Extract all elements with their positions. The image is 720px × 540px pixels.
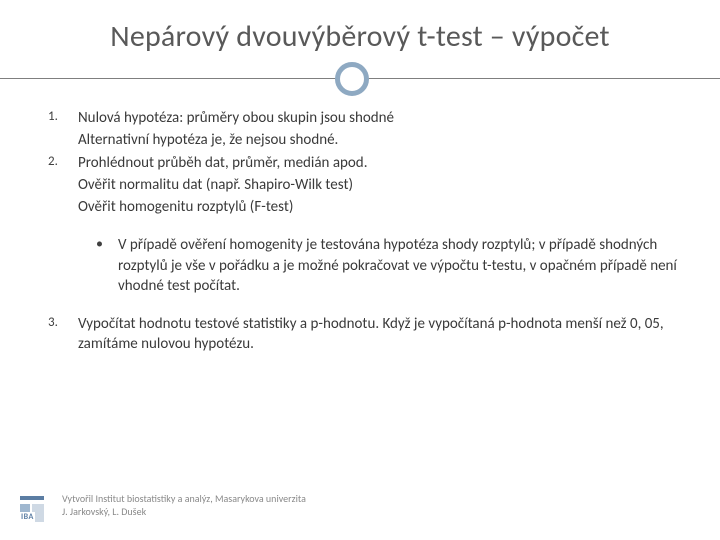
list-item: Ověřit homogenitu rozptylů (F-test) bbox=[48, 197, 682, 217]
list-text: Ověřit homogenitu rozptylů (F-test) bbox=[78, 197, 682, 217]
list-item: 3. Vypočítat hodnotu testové statistiky … bbox=[48, 314, 682, 355]
list-number-blank bbox=[48, 175, 78, 195]
iba-logo: IBA bbox=[20, 496, 54, 522]
bullet-text: V případě ověření homogenity je testován… bbox=[118, 235, 682, 296]
list-text: Vypočítat hodnotu testové statistiky a p… bbox=[78, 314, 682, 355]
list-item: Alternativní hypotéza je, že nejsou shod… bbox=[48, 130, 682, 150]
logo-text: IBA bbox=[20, 512, 35, 522]
footer: Vytvořil Institut biostatistiky a analýz… bbox=[62, 493, 306, 518]
bullet-icon: • bbox=[96, 235, 118, 296]
list-number-2: 2. bbox=[48, 153, 78, 173]
list-text: Alternativní hypotéza je, že nejsou shod… bbox=[78, 130, 682, 150]
list-item: 1. Nulová hypotéza: průměry obou skupin … bbox=[48, 108, 682, 128]
list-number-blank bbox=[48, 130, 78, 150]
footer-line1: Vytvořil Institut biostatistiky a analýz… bbox=[62, 493, 306, 506]
content-area: 1. Nulová hypotéza: průměry obou skupin … bbox=[48, 108, 682, 357]
list-item: Ověřit normalitu dat (např. Shapiro-Wilk… bbox=[48, 175, 682, 195]
list-text: Prohlédnout průběh dat, průměr, medián a… bbox=[78, 153, 682, 173]
list-item: 2. Prohlédnout průběh dat, průměr, mediá… bbox=[48, 153, 682, 173]
list-text: Nulová hypotéza: průměry obou skupin jso… bbox=[78, 108, 682, 128]
list-number-blank bbox=[48, 197, 78, 217]
list-text: Ověřit normalitu dat (např. Shapiro-Wilk… bbox=[78, 175, 682, 195]
list-number-1: 1. bbox=[48, 108, 78, 128]
slide-title: Nepárový dvouvýběrový t-test – výpočet bbox=[0, 18, 720, 55]
title-circle-decor bbox=[335, 62, 369, 96]
list-number-3: 3. bbox=[48, 314, 78, 355]
footer-line2: J. Jarkovský, L. Dušek bbox=[62, 506, 306, 519]
sub-bullet-item: • V případě ověření homogenity je testov… bbox=[96, 235, 682, 296]
